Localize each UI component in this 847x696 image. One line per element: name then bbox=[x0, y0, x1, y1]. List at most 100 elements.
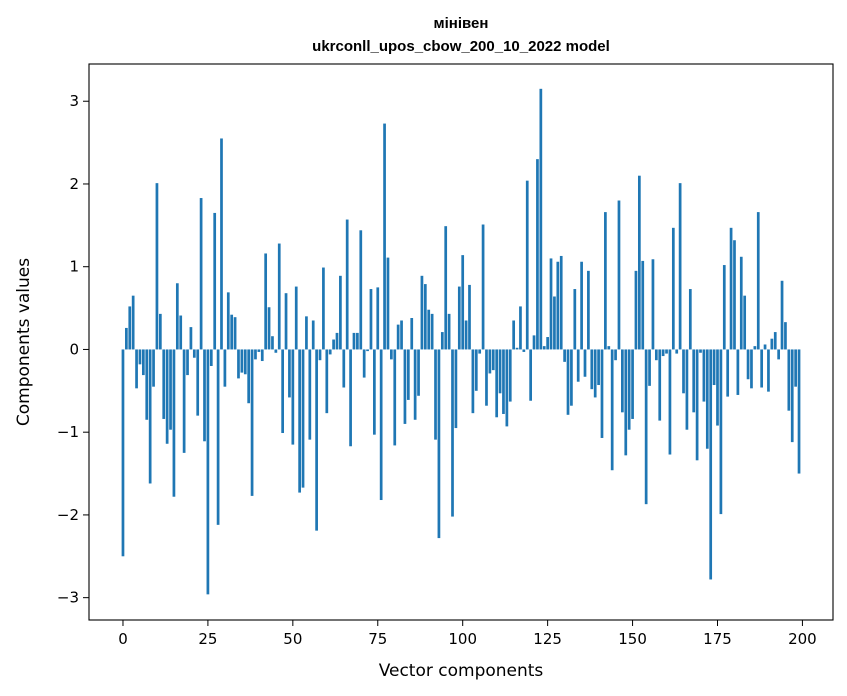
bar bbox=[145, 349, 149, 420]
bar bbox=[454, 349, 458, 429]
bar bbox=[525, 180, 529, 350]
bar bbox=[121, 349, 125, 557]
bar bbox=[254, 349, 257, 360]
bar bbox=[688, 289, 692, 350]
bar bbox=[515, 347, 519, 350]
bar bbox=[498, 349, 502, 394]
chart-title-line-1: мінівен bbox=[434, 15, 489, 32]
bar bbox=[332, 339, 335, 350]
bar bbox=[383, 123, 386, 350]
x-tick-label: 200 bbox=[788, 630, 817, 648]
bar bbox=[155, 183, 159, 350]
y-axis-label: Components values bbox=[14, 258, 34, 426]
bar bbox=[440, 332, 444, 350]
bar bbox=[549, 258, 553, 350]
y-tick-label: 1 bbox=[69, 258, 79, 276]
bar bbox=[529, 349, 533, 401]
bar bbox=[243, 349, 247, 375]
bar bbox=[593, 349, 597, 398]
bar bbox=[617, 200, 621, 350]
bar bbox=[165, 349, 169, 444]
bar bbox=[780, 280, 784, 350]
bar bbox=[556, 261, 560, 350]
y-tick-label: −2 bbox=[57, 506, 79, 524]
bar bbox=[403, 349, 407, 424]
bar bbox=[474, 349, 478, 391]
bar bbox=[668, 349, 672, 455]
bar bbox=[271, 336, 274, 350]
bar bbox=[291, 349, 295, 445]
bar bbox=[637, 175, 641, 350]
bar bbox=[505, 349, 509, 427]
bar bbox=[413, 349, 417, 420]
bar bbox=[750, 349, 753, 389]
bar bbox=[654, 349, 658, 361]
bar bbox=[128, 306, 132, 350]
bar bbox=[512, 320, 516, 350]
bar bbox=[692, 349, 696, 413]
bar bbox=[328, 349, 332, 355]
bar bbox=[182, 349, 186, 453]
y-axis-ticks: −3 −2 −1 0 1 2 3 bbox=[57, 92, 89, 607]
bar bbox=[546, 337, 549, 350]
bar bbox=[682, 349, 685, 394]
bar bbox=[784, 322, 787, 350]
bar bbox=[284, 293, 288, 350]
bar bbox=[522, 349, 526, 352]
bar bbox=[712, 349, 716, 386]
bar bbox=[767, 349, 770, 392]
bar bbox=[135, 349, 138, 389]
bar bbox=[434, 349, 437, 440]
bar bbox=[519, 306, 522, 350]
x-tick-label: 125 bbox=[533, 630, 562, 648]
y-tick-label: 3 bbox=[69, 92, 79, 110]
bar bbox=[267, 307, 271, 350]
bar bbox=[716, 349, 719, 426]
bar bbox=[685, 349, 689, 430]
bar bbox=[695, 349, 699, 461]
bar bbox=[169, 349, 172, 430]
bar bbox=[583, 349, 587, 377]
x-axis-label: Vector components bbox=[379, 661, 544, 681]
bar bbox=[345, 219, 349, 350]
bar bbox=[726, 349, 730, 397]
bar bbox=[627, 349, 631, 430]
bar bbox=[379, 349, 383, 501]
bar bbox=[641, 260, 645, 350]
bar bbox=[373, 349, 376, 435]
bar bbox=[203, 349, 206, 442]
bar bbox=[607, 346, 611, 350]
bar bbox=[665, 349, 668, 354]
x-tick-label: 150 bbox=[618, 630, 647, 648]
bar bbox=[362, 349, 366, 378]
bar bbox=[396, 324, 400, 350]
bar bbox=[186, 349, 189, 376]
bar bbox=[702, 349, 706, 402]
bar bbox=[369, 289, 373, 350]
bar bbox=[305, 316, 308, 350]
bar bbox=[797, 349, 801, 474]
bar bbox=[739, 256, 743, 350]
bar bbox=[461, 255, 465, 350]
bar bbox=[196, 349, 200, 416]
y-tick-label: 0 bbox=[69, 340, 79, 358]
bar bbox=[485, 349, 488, 406]
bar bbox=[277, 243, 281, 350]
bar bbox=[563, 349, 566, 362]
bar bbox=[787, 349, 791, 411]
bar bbox=[743, 295, 747, 350]
bar bbox=[179, 315, 183, 350]
bar bbox=[604, 212, 607, 350]
bar bbox=[301, 349, 305, 488]
bar bbox=[237, 349, 240, 379]
bar bbox=[464, 320, 468, 350]
bar bbox=[308, 349, 312, 440]
bar bbox=[468, 284, 471, 350]
bar bbox=[311, 320, 315, 350]
bar bbox=[192, 349, 196, 358]
bar bbox=[675, 349, 679, 354]
y-tick-label: −3 bbox=[57, 589, 79, 607]
bar bbox=[213, 212, 217, 350]
bar bbox=[736, 349, 740, 395]
